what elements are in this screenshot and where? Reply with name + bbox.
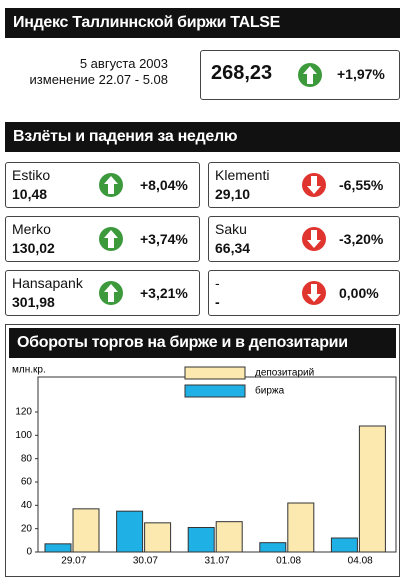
bar (287, 502, 315, 553)
mover-box: Hansapank 301,98 +3,21% (5, 270, 200, 316)
mover-price: 10,48 (12, 186, 48, 202)
y-tick-label: 40 (21, 500, 33, 511)
mover-box: - - 0,00% (208, 270, 400, 316)
y-tick-label: 20 (21, 523, 33, 534)
mover-price: 130,02 (12, 240, 55, 256)
mover-box: Saku 66,34 -3,20% (208, 216, 400, 262)
y-tick-label: 80 (21, 453, 33, 464)
index-period: изменение 22.07 - 5.08 (29, 72, 168, 87)
bar (330, 537, 358, 553)
mover-box: Merko 130,02 +3,74% (5, 216, 200, 262)
chart-frame (5, 324, 400, 577)
bar (144, 522, 172, 553)
up-arrow (99, 281, 123, 305)
mover-change: -6,55% (339, 177, 384, 193)
down-arrow (302, 227, 326, 251)
x-tick-label: 04.08 (348, 556, 373, 567)
mover-box: Estiko 10,48 +8,04% (5, 162, 200, 208)
chart: млн.кр. 0 20 40 60 80 100 120 депозитарий биржа 29… (12, 365, 397, 567)
mover-change: 0,00% (339, 285, 379, 301)
legend-swatch (184, 366, 246, 380)
up-arrow (99, 227, 123, 251)
mover-name: Hansapank (12, 275, 83, 291)
mover-change: -3,20% (339, 231, 384, 247)
mover-name: Merko (12, 221, 51, 237)
x-tick-label: 29.07 (61, 556, 86, 567)
legend-label: биржа (255, 385, 285, 397)
index-value: 268,23 (211, 62, 273, 84)
mover-name: Klementi (215, 167, 270, 183)
legend-label: депозитарий (255, 368, 314, 379)
bar (72, 508, 100, 553)
up-arrow (99, 173, 123, 197)
bar (215, 521, 243, 553)
legend-swatch (184, 384, 246, 398)
index-box: 268,23 +1,97% (200, 50, 400, 100)
y-tick-label: 100 (15, 430, 32, 441)
mover-price: 301,98 (12, 294, 55, 310)
mover-change: +3,21% (140, 285, 188, 301)
mover-price: - (215, 294, 220, 310)
mover-price: 66,34 (215, 240, 251, 256)
bar (116, 510, 144, 553)
mover-name: Saku (215, 221, 247, 237)
mover-name: Estiko (12, 167, 51, 183)
x-tick-label: 01.08 (276, 556, 301, 567)
y-tick-label: 0 (26, 547, 32, 558)
header-title: Индекс Таллиннской биржи TALSE (5, 8, 400, 38)
y-tick-label: 120 (15, 407, 32, 418)
y-tick-label: 60 (21, 477, 33, 488)
mover-change: +8,04% (140, 177, 188, 193)
bar (187, 527, 215, 553)
bar (44, 543, 72, 553)
down-arrow (302, 173, 326, 197)
index-date: 5 августа 2003 (79, 56, 168, 71)
x-tick-label: 31.07 (204, 556, 229, 567)
y-axis-label: млн.кр. (12, 365, 46, 376)
movers-title: Взлёты и падения за неделю (5, 122, 400, 152)
mover-change: +3,74% (140, 231, 188, 247)
bar (259, 542, 287, 553)
mover-price: 29,10 (215, 186, 251, 202)
down-arrow (302, 281, 326, 305)
mover-box: Klementi 29,10 -6,55% (208, 162, 400, 208)
mover-name: - (215, 275, 220, 291)
index-change: +1,97% (337, 66, 385, 82)
bar (358, 425, 386, 553)
up-arrow (298, 63, 322, 87)
x-tick-label: 30.07 (133, 556, 158, 567)
chart-title: Обороты торгов на бирже и в депозитарии (9, 328, 396, 358)
